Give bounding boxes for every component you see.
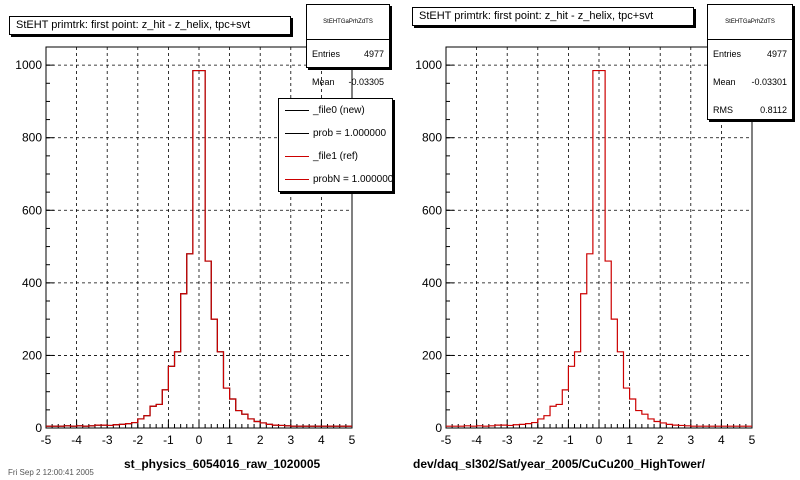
x-tick-label: -3 xyxy=(102,433,113,447)
y-tick-label: 1000 xyxy=(15,58,42,72)
x-tick-label: 2 xyxy=(657,433,664,447)
y-tick-label: 600 xyxy=(422,203,442,217)
x-tick-label: -1 xyxy=(563,433,574,447)
x-tick-label: 4 xyxy=(318,433,325,447)
right-title: StEHT primtrk: first point: z_hit - z_he… xyxy=(412,7,694,26)
legend-swatch xyxy=(285,179,309,180)
y-tick-label: 1000 xyxy=(415,58,442,72)
y-tick-label: 800 xyxy=(422,131,442,145)
histogram-series-1 xyxy=(46,69,352,427)
y-tick-label: 200 xyxy=(22,348,42,362)
x-tick-label: 3 xyxy=(687,433,694,447)
y-tick-label: 0 xyxy=(35,421,42,435)
left-title: StEHT primtrk: first point: z_hit - z_he… xyxy=(9,16,291,35)
x-tick-label: 4 xyxy=(718,433,725,447)
x-tick-label: 1 xyxy=(226,433,233,447)
stats-name: StEHTGaPrhZdTS xyxy=(708,5,792,40)
stats-row-mean: Mean -0.03301 xyxy=(713,77,787,87)
histogram-series-0 xyxy=(446,69,752,427)
footer-timestamp: Fri Sep 2 12:00:41 2005 xyxy=(8,468,94,477)
x-tick-label: -5 xyxy=(441,433,452,447)
x-tick-label: -4 xyxy=(471,433,482,447)
y-tick-label: 600 xyxy=(22,203,42,217)
x-tick-label: -5 xyxy=(41,433,52,447)
y-tick-label: 400 xyxy=(22,276,42,290)
stats-row-rms: RMS 0.8112 xyxy=(713,105,787,115)
legend-entry-file1: _file1 (ref) xyxy=(279,145,392,168)
x-tick-label: 0 xyxy=(596,433,603,447)
y-tick-label: 800 xyxy=(22,131,42,145)
legend-swatch xyxy=(285,133,309,134)
x-tick-label: 5 xyxy=(349,433,356,447)
legend-entry-file0: _file0 (new) xyxy=(279,99,392,122)
x-tick-label: 5 xyxy=(749,433,756,447)
stats-row-entries: Entries 4977 xyxy=(713,49,787,59)
legend-entry-prob: prob = 1.000000 xyxy=(279,122,392,145)
legend-entry-probn: probN = 1.000000 xyxy=(279,168,392,191)
left-stats-box: StEHTGaPrhZdTS Entries 4977 Mean -0.0330… xyxy=(306,4,390,87)
x-tick-label: -4 xyxy=(71,433,82,447)
x-tick-label: -3 xyxy=(502,433,513,447)
y-tick-label: 200 xyxy=(422,348,442,362)
stats-name: StEHTGaPrhZdTS xyxy=(307,5,389,40)
right-histogram: -5 -4 -3 -2 -1 0 1 2 3 4 5 0 200 400 600 800 1000 xyxy=(415,46,756,447)
legend-swatch xyxy=(285,156,309,157)
x-tick-label: -1 xyxy=(163,433,174,447)
y-tick-label: 400 xyxy=(422,276,442,290)
legend: _file0 (new) prob = 1.000000 _file1 (ref… xyxy=(278,98,393,192)
x-tick-label: -2 xyxy=(132,433,143,447)
x-tick-label: -2 xyxy=(532,433,543,447)
y-tick-label: 0 xyxy=(435,421,442,435)
x-tick-label: 0 xyxy=(196,433,203,447)
x-tick-label: 3 xyxy=(287,433,294,447)
x-tick-label: 2 xyxy=(257,433,264,447)
x-tick-label: 1 xyxy=(626,433,633,447)
left-x-axis-title: st_physics_6054016_raw_1020005 xyxy=(124,457,321,471)
right-x-axis-title: dev/daq_sl302/Sat/year_2005/CuCu200_High… xyxy=(413,457,705,471)
right-stats-box: StEHTGaPrhZdTS Entries 4977 Mean -0.0330… xyxy=(707,4,793,120)
stats-row-entries: Entries 4977 xyxy=(312,49,384,59)
stats-row-mean: Mean -0.03305 xyxy=(312,77,384,87)
legend-swatch xyxy=(285,110,309,111)
